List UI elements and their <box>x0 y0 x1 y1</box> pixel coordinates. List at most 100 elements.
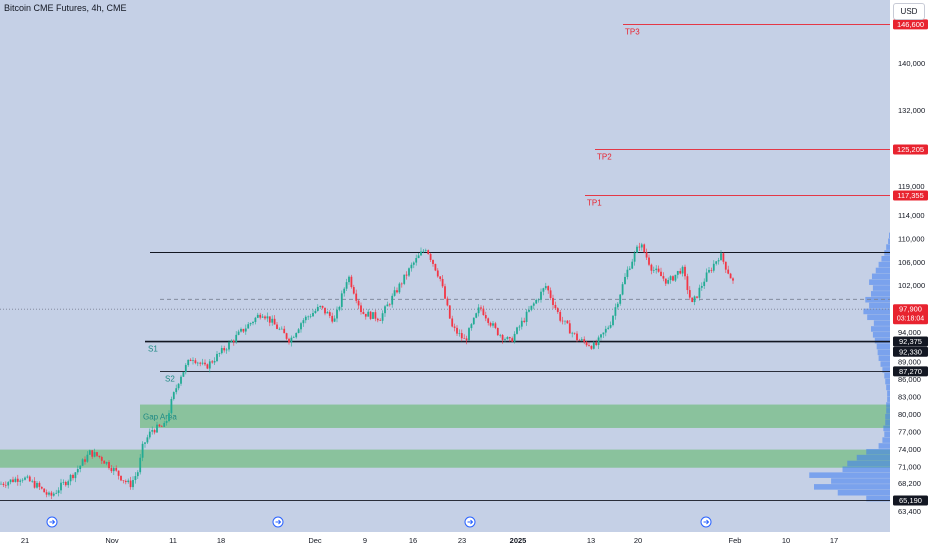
candle-body[interactable] <box>708 269 710 273</box>
candle-body[interactable] <box>614 307 617 316</box>
candle-body[interactable] <box>336 309 338 319</box>
candle-body[interactable] <box>170 399 173 414</box>
candle-body[interactable] <box>674 274 677 281</box>
candle-body[interactable] <box>465 338 468 341</box>
candle-body[interactable] <box>84 459 86 462</box>
candle-body[interactable] <box>14 478 17 482</box>
candle-body[interactable] <box>480 307 482 309</box>
candle-body[interactable] <box>348 276 350 283</box>
candle-body[interactable] <box>304 316 307 321</box>
candle-body[interactable] <box>132 480 134 488</box>
candle-body[interactable] <box>187 359 190 366</box>
price-badge[interactable]: 117,355 <box>893 190 928 201</box>
candle-body[interactable] <box>292 337 295 338</box>
currency-button[interactable]: USD <box>893 3 925 20</box>
candle-body[interactable] <box>379 320 382 321</box>
candle-body[interactable] <box>636 246 638 253</box>
candle-body[interactable] <box>381 313 384 321</box>
candle-body[interactable] <box>564 320 566 322</box>
candle-body[interactable] <box>619 294 622 304</box>
candle-body[interactable] <box>252 322 254 324</box>
candle-body[interactable] <box>343 288 346 294</box>
candle-body[interactable] <box>724 261 727 270</box>
candle-body[interactable] <box>732 278 734 281</box>
candle-body[interactable] <box>650 264 653 271</box>
candle-body[interactable] <box>628 268 631 270</box>
candle-body[interactable] <box>81 459 84 466</box>
candle-body[interactable] <box>715 261 718 264</box>
candle-body[interactable] <box>672 276 674 281</box>
candle-body[interactable] <box>146 437 149 443</box>
candle-body[interactable] <box>24 477 26 480</box>
candle-body[interactable] <box>316 306 319 311</box>
candle-body[interactable] <box>98 455 101 458</box>
candle-body[interactable] <box>307 316 310 318</box>
candle-body[interactable] <box>105 462 108 464</box>
candle-body[interactable] <box>600 334 602 338</box>
candle-body[interactable] <box>472 317 475 325</box>
candle-body[interactable] <box>436 270 439 277</box>
candle-body[interactable] <box>326 312 329 314</box>
candle-body[interactable] <box>256 314 259 318</box>
candle-body[interactable] <box>165 421 168 423</box>
candle-body[interactable] <box>218 353 221 354</box>
candle-body[interactable] <box>268 316 271 323</box>
candle-body[interactable] <box>240 328 242 332</box>
candle-body[interactable] <box>19 480 22 482</box>
candle-body[interactable] <box>16 478 19 482</box>
candle-body[interactable] <box>722 253 725 262</box>
candle-body[interactable] <box>506 337 509 340</box>
candle-body[interactable] <box>55 492 58 494</box>
candle-body[interactable] <box>295 332 298 338</box>
candle-body[interactable] <box>528 309 530 312</box>
candle-body[interactable] <box>228 342 230 350</box>
candle-body[interactable] <box>297 329 300 333</box>
candle-body[interactable] <box>364 313 367 317</box>
candle-body[interactable] <box>405 274 408 276</box>
candle-body[interactable] <box>117 470 120 476</box>
candle-body[interactable] <box>631 261 634 269</box>
candle-body[interactable] <box>314 310 317 314</box>
candle-body[interactable] <box>648 257 650 265</box>
candle-body[interactable] <box>40 486 43 489</box>
candle-body[interactable] <box>516 327 518 334</box>
candle-body[interactable] <box>662 276 665 279</box>
candle-body[interactable] <box>547 286 550 291</box>
candle-body[interactable] <box>369 311 372 319</box>
candle-body[interactable] <box>621 284 624 295</box>
candle-body[interactable] <box>36 482 38 488</box>
candle-body[interactable] <box>180 376 182 384</box>
candle-body[interactable] <box>660 271 662 277</box>
price-axis[interactable] <box>890 0 932 550</box>
candle-body[interactable] <box>110 468 113 472</box>
candle-body[interactable] <box>79 465 82 470</box>
candle-body[interactable] <box>333 318 336 322</box>
candle-body[interactable] <box>624 276 626 285</box>
candle-body[interactable] <box>108 462 110 469</box>
candle-body[interactable] <box>367 311 370 317</box>
candle-body[interactable] <box>583 339 586 342</box>
candle-body[interactable] <box>60 482 62 491</box>
event-marker-icon[interactable] <box>46 516 58 528</box>
candle-body[interactable] <box>585 341 588 346</box>
candle-body[interactable] <box>31 480 34 482</box>
candle-body[interactable] <box>684 266 686 277</box>
candle-body[interactable] <box>175 388 178 393</box>
candle-body[interactable] <box>415 258 418 263</box>
candle-body[interactable] <box>554 304 557 309</box>
candle-body[interactable] <box>48 492 50 495</box>
candle-body[interactable] <box>225 349 228 351</box>
candle-body[interactable] <box>12 479 14 482</box>
candle-body[interactable] <box>124 480 127 483</box>
candle-body[interactable] <box>566 320 569 324</box>
candle-body[interactable] <box>571 332 574 334</box>
candle-body[interactable] <box>693 296 696 303</box>
event-marker-icon[interactable] <box>700 516 712 528</box>
candle-body[interactable] <box>362 311 365 314</box>
candle-body[interactable] <box>177 383 180 389</box>
candle-body[interactable] <box>727 269 730 274</box>
candle-body[interactable] <box>595 342 598 346</box>
candle-body[interactable] <box>374 312 377 319</box>
candle-body[interactable] <box>691 297 694 303</box>
candle-body[interactable] <box>26 476 29 478</box>
